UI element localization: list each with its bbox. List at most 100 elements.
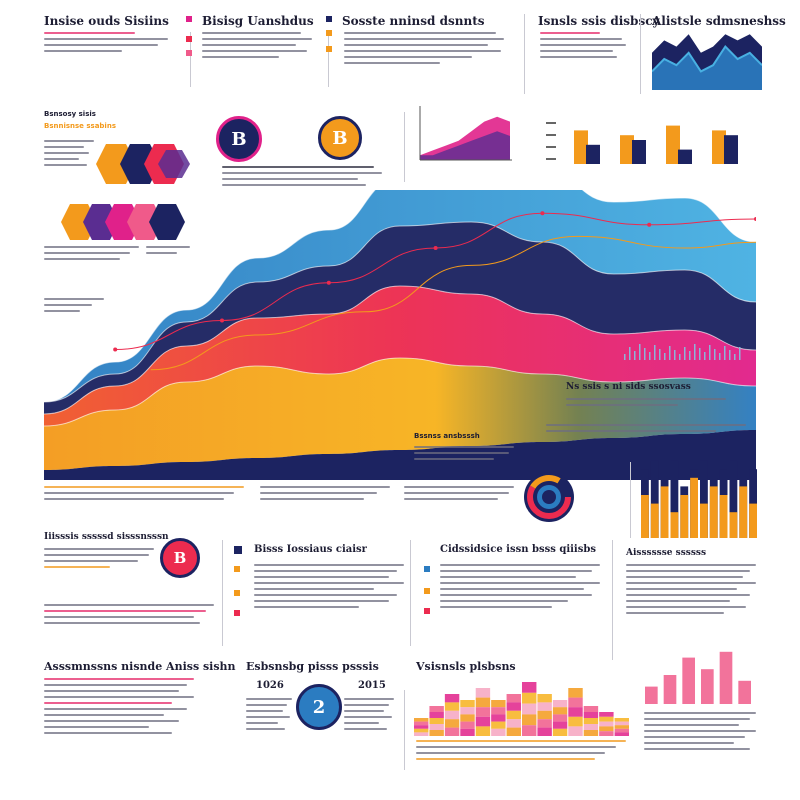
heat-cell (522, 714, 537, 726)
tick-mark (664, 353, 666, 360)
heat-cell (429, 718, 444, 724)
heat-cell (552, 714, 568, 722)
heat-cell (568, 688, 583, 698)
dense-bar-orange (739, 486, 748, 538)
heat-cell (460, 721, 475, 729)
stream-band-red (44, 286, 756, 426)
pink-bar-E (719, 651, 733, 704)
coin-icon: 2 (296, 684, 342, 730)
grouped-bar-chart (546, 122, 738, 164)
heat-cell (506, 710, 521, 720)
heat-cell (552, 700, 568, 708)
heat-cell (537, 702, 552, 711)
heat-cell (583, 712, 599, 718)
dense-bar-navy (700, 460, 708, 538)
bar-B-navy (632, 140, 646, 164)
trend-point (433, 246, 438, 250)
bar-D-navy (724, 135, 738, 164)
row2-col1-text-2 (44, 604, 214, 624)
mini-area-purple (420, 131, 510, 160)
mid-block-text (414, 446, 514, 460)
heat-cell (475, 688, 491, 698)
heat-cell (460, 707, 475, 715)
legend-square (424, 588, 430, 594)
bar-A-orange (574, 130, 588, 164)
dense-bar-orange (709, 486, 718, 538)
tick-mark (639, 344, 641, 360)
heat-cell (491, 707, 506, 715)
heat-cell (491, 728, 506, 736)
header-col5-title: Alistsle sdmsneshss (652, 14, 786, 28)
heat-cell (460, 714, 475, 722)
row3-col1-title: Asssmnssns nisnde Aniss sishn (44, 660, 236, 673)
row2-col3-title: Cidssidsice issn bsss qiiisbs (440, 544, 596, 555)
heat-cell (491, 714, 506, 722)
heat-cell (429, 712, 444, 718)
tick-mark (714, 349, 716, 360)
heat-cell (552, 707, 568, 715)
trend-line (150, 235, 756, 371)
year-label-2: 2015 (358, 680, 386, 691)
row2-col2-text (254, 564, 404, 608)
heat-cell (444, 702, 460, 711)
left-text-2 (44, 246, 139, 260)
heat-cell (614, 728, 629, 733)
heat-cell (444, 727, 460, 736)
heat-cell (599, 731, 614, 736)
pink-bar-F (738, 680, 751, 704)
heat-cell (414, 732, 429, 736)
hexagon-cluster-top (96, 144, 190, 184)
heat-cell (614, 732, 629, 736)
legend-square (326, 46, 332, 52)
row3-col4-text (644, 712, 756, 750)
dense-bar-orange (690, 477, 698, 538)
dense-bar-orange (749, 503, 757, 538)
mid-block-title: Bssnss ansbsssh (414, 432, 480, 440)
heat-cell (537, 710, 552, 720)
dense-bar-orange (670, 512, 679, 538)
header-line-chart (652, 34, 762, 90)
heat-cell (552, 728, 568, 736)
heat-cell (429, 706, 444, 712)
tick-mark (649, 352, 651, 360)
legend-square (326, 16, 332, 22)
legend-square (186, 16, 192, 22)
header-col1-text (44, 32, 174, 52)
heat-cell (444, 719, 460, 728)
row3-col3-text (416, 740, 626, 760)
tick-mark (724, 346, 726, 360)
coin-icon: B (318, 116, 362, 160)
heat-cell (522, 725, 537, 736)
dense-bar-orange (660, 486, 669, 538)
mini-area-chart (419, 106, 512, 161)
row2-col1-text (44, 548, 154, 568)
heat-cell (537, 727, 552, 736)
header-col2-text (202, 32, 312, 58)
heat-cell (568, 697, 583, 708)
bar-C-navy (678, 149, 692, 164)
bar-D-orange (712, 130, 726, 164)
tick-mark (719, 353, 721, 360)
heat-cell (522, 682, 537, 693)
row2-col3-text (440, 564, 600, 608)
bar-C-orange (666, 125, 680, 164)
heat-cell (475, 726, 491, 736)
heat-cell (460, 700, 475, 708)
heat-cell (491, 700, 506, 708)
trend-point (113, 347, 118, 352)
legend-square (424, 566, 430, 572)
left-sub2: Bsnnisnse ssabins (44, 122, 116, 130)
tick-mark (674, 350, 676, 360)
row2-col2-title: Bisss Iossiaus ciaisr (254, 544, 367, 555)
heat-cell (568, 707, 583, 717)
legend-square (234, 546, 242, 554)
header-col4-title: Isnsls ssis disbscy (538, 14, 660, 28)
row3-col2-text-left (246, 698, 292, 730)
tick-mark (654, 345, 656, 360)
heat-cell (522, 692, 537, 704)
tick-mark (644, 348, 646, 360)
heat-cell (444, 694, 460, 703)
heat-cell (599, 712, 614, 717)
tick-mark (694, 344, 696, 360)
trend-point (220, 318, 224, 323)
